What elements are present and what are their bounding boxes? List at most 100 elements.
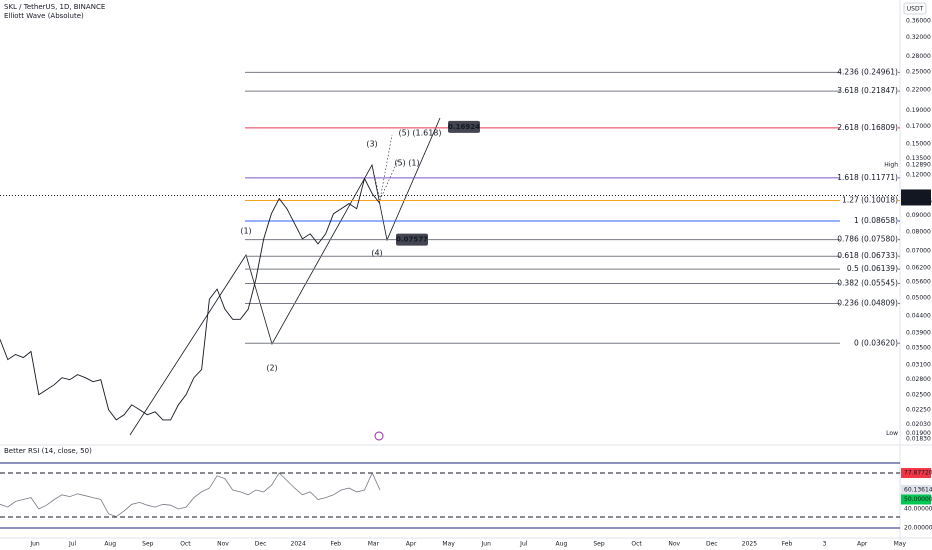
fib-label-bg	[840, 264, 898, 275]
fib-label-bg	[840, 172, 898, 183]
time-label: May	[442, 541, 455, 548]
time-label: Nov	[217, 541, 229, 548]
wave-label: (5) (1)	[394, 159, 419, 168]
fib-label-bg	[840, 67, 898, 78]
rsi-badge	[901, 494, 931, 505]
price-tick-label: 0.03900	[906, 329, 931, 336]
price-tick-label: 0.01830	[906, 436, 931, 443]
fib-label: 3.618 (0.21847)	[837, 86, 898, 95]
fib-label: 1.618 (0.11771)	[837, 173, 898, 182]
price-tick-label: 0.04400	[906, 312, 931, 319]
fib-label: 0.382 (0.05545)	[837, 278, 898, 287]
indicator-title: Elliott Wave (Absolute)	[4, 12, 84, 20]
rsi-tick-label: 77.87720	[904, 470, 932, 477]
wave-label: (1)	[240, 227, 251, 236]
wave-label: (5) (1.618)	[398, 129, 441, 138]
low-value: 0.01900	[906, 430, 931, 437]
fib-label: 2.618 (0.16809)	[837, 123, 898, 132]
time-label: Jun	[481, 541, 492, 548]
time-label: Sep	[593, 541, 605, 548]
time-label: May	[894, 541, 907, 548]
wave-label: (4)	[371, 249, 382, 258]
price-tick-label: 0.09000	[906, 212, 931, 219]
price-tick-label: 0.03100	[906, 362, 931, 369]
wave-label: (2)	[266, 364, 277, 373]
time-label: Jun	[29, 541, 40, 548]
fib-label: 1.27 (0.10018)	[842, 195, 898, 204]
price-tick-label: 0.02250	[906, 407, 931, 414]
price-tick-label: 0.12000	[906, 172, 931, 179]
fib-label: 0.618 (0.06733)	[837, 251, 898, 260]
price-tick-label: 0.07000	[906, 247, 931, 254]
low-name: Low	[886, 430, 898, 437]
time-label: Nov	[668, 541, 680, 548]
time-label: Feb	[782, 541, 793, 548]
price-tick-label: 0.13500	[906, 155, 931, 162]
time-label: Feb	[330, 541, 341, 548]
event-icon[interactable]	[374, 431, 384, 441]
fib-label: 0 (0.03620)	[854, 338, 898, 347]
price-tick-label: 0.02800	[906, 376, 931, 383]
wave-projection	[379, 159, 399, 201]
price-tick-label: 0.22000	[906, 87, 931, 94]
high-value: 0.12890	[906, 162, 931, 169]
current-price-badge	[901, 189, 931, 206]
currency-button[interactable]	[903, 2, 927, 15]
price-line	[0, 177, 381, 421]
price-tick-label: 0.36000	[906, 18, 931, 25]
rsi-tick-label: 40.00000	[904, 506, 932, 513]
price-tick-label: 0.05600	[906, 279, 931, 286]
time-label: Dec	[706, 541, 718, 548]
rsi-badge	[901, 484, 931, 495]
price-tick-label: 0.03500	[906, 345, 931, 352]
price-tick-label: 0.28000	[906, 53, 931, 60]
fib-label: 0.786 (0.07580)	[837, 235, 898, 244]
time-label: Aug	[556, 541, 568, 548]
time-label: Apr	[857, 541, 868, 548]
price-tick-label: 0.17000	[906, 123, 931, 130]
wave-line	[129, 117, 441, 436]
time-label: Dec	[255, 541, 267, 548]
fib-label-bg	[840, 122, 898, 133]
countdown: 18:10:16	[905, 198, 932, 205]
symbol-title: SKL / TetherUS, 1D, BINANCE	[4, 3, 105, 11]
time-label: Mar	[368, 541, 380, 548]
fib-label-bg	[840, 278, 898, 289]
fib-label: 4.236 (0.24961)	[837, 67, 898, 76]
price-tick-label: 0.25000	[906, 69, 931, 76]
target-badge	[396, 233, 428, 246]
fib-label-bg	[840, 215, 898, 226]
price-tick-label: 0.02030	[906, 421, 931, 428]
fib-label: 0.5 (0.06139)	[847, 264, 898, 273]
time-label: Jul	[68, 541, 77, 548]
price-tick-label: 0.05000	[906, 294, 931, 301]
price-tick-label: 0.02500	[906, 392, 931, 399]
current-price: 0.10382	[905, 191, 930, 198]
currency: USDT	[907, 6, 924, 13]
fib-label-bg	[840, 338, 898, 349]
fib-label: 1 (0.08658)	[854, 216, 898, 225]
rsi-badge	[901, 468, 931, 479]
target-label: 0.07577	[396, 236, 428, 244]
rsi-line	[0, 471, 381, 518]
fib-label-bg	[840, 86, 898, 97]
fib-label-bg	[840, 298, 898, 309]
fib-label-bg	[840, 234, 898, 245]
time-label: 2025	[742, 541, 757, 548]
price-tick-label: 0.08000	[906, 229, 931, 236]
price-tick-label: 0.15000	[906, 140, 931, 147]
rsi-tick-label: 20.00000	[904, 525, 932, 532]
price-tick-label: 0.06200	[906, 264, 931, 271]
rsi-title: Better RSI (14, close, 50)	[4, 447, 92, 455]
time-label: Sep	[142, 541, 154, 548]
fib-label-bg	[840, 195, 898, 206]
target-badge	[448, 120, 480, 133]
rsi-tick-label: 50.00000	[904, 496, 932, 503]
time-label: Oct	[631, 541, 642, 548]
time-label: Aug	[104, 541, 116, 548]
fib-label: 0.236 (0.04809)	[837, 298, 898, 307]
target-label: 0.16924	[448, 123, 480, 131]
time-label: 3	[823, 541, 827, 548]
rsi-tick-label: 60.13614	[904, 486, 932, 493]
